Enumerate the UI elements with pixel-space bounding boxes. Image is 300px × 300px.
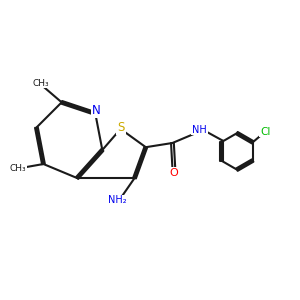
Text: N: N — [92, 104, 101, 117]
Text: CH₃: CH₃ — [10, 164, 26, 173]
Text: NH: NH — [192, 124, 207, 134]
Text: CH₃: CH₃ — [32, 79, 49, 88]
Text: Cl: Cl — [260, 127, 271, 136]
Text: S: S — [117, 121, 125, 134]
Text: NH₂: NH₂ — [108, 196, 127, 206]
Text: O: O — [169, 168, 178, 178]
